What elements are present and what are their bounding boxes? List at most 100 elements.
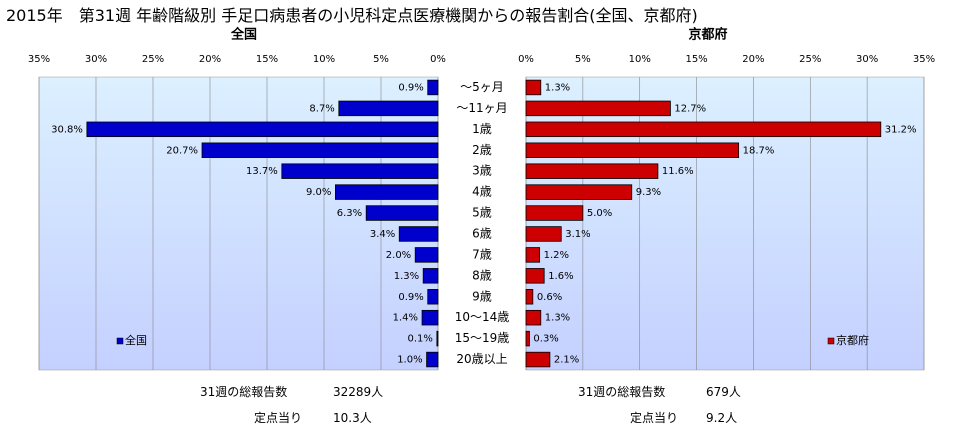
national-bar	[398, 226, 439, 242]
kyoto-tick-label: 10%	[629, 54, 651, 65]
national-total-value: 32289人	[333, 385, 384, 399]
kyoto-value-label: 1.3%	[545, 313, 570, 324]
national-tick-label: 5%	[373, 54, 389, 65]
kyoto-bar	[525, 330, 530, 347]
kyoto-tick-label: 15%	[685, 54, 707, 65]
national-bar	[427, 79, 439, 96]
kyoto-tick-label: 35%	[913, 54, 935, 65]
national-per-label: 定点当り	[254, 411, 303, 425]
kyoto-total-value: 679人	[706, 385, 741, 399]
kyoto-value-label: 31.2%	[885, 124, 917, 135]
national-bar	[86, 121, 439, 138]
kyoto-value-label: 0.6%	[537, 292, 562, 303]
kyoto-tick-label: 5%	[575, 54, 591, 65]
kyoto-value-label: 1.3%	[545, 82, 570, 93]
national-bar	[334, 184, 439, 200]
kyoto-value-label: 3.1%	[565, 229, 590, 240]
kyoto-value-label: 11.6%	[662, 166, 694, 177]
national-value-label: 0.9%	[398, 292, 423, 303]
national-value-label: 8.7%	[309, 103, 334, 114]
national-value-label: 3.4%	[370, 229, 395, 240]
kyoto-bar	[525, 79, 542, 96]
category-label: 6歳	[472, 226, 492, 240]
kyoto-tick-label: 25%	[799, 54, 821, 65]
national-legend-swatch	[116, 337, 124, 345]
kyoto-tick-label: 0%	[518, 54, 534, 65]
kyoto-bar	[525, 205, 584, 221]
category-label: 8歳	[472, 268, 492, 282]
category-label: 15～19歳	[455, 331, 510, 345]
national-bar	[421, 309, 439, 326]
kyoto-bar	[525, 309, 542, 326]
kyoto-legend-label: 京都府	[836, 333, 869, 347]
category-label: 4歳	[472, 185, 492, 199]
kyoto-panel-title: 京都府	[688, 27, 727, 43]
national-tick-label: 20%	[199, 54, 221, 65]
kyoto-per-value: 9.2人	[706, 411, 738, 425]
national-bar	[281, 163, 439, 179]
kyoto-bar	[525, 184, 633, 200]
national-tick-label: 10%	[313, 54, 335, 65]
category-label: 7歳	[472, 247, 492, 261]
category-label: 5歳	[472, 206, 492, 220]
kyoto-per-label: 定点当り	[630, 411, 679, 425]
kyoto-value-label: 18.7%	[743, 145, 775, 156]
kyoto-plot-area	[525, 76, 925, 371]
national-tick-label: 0%	[430, 54, 446, 65]
kyoto-value-label: 5.0%	[587, 208, 612, 219]
kyoto-tick-label: 30%	[856, 54, 878, 65]
kyoto-legend-swatch	[827, 337, 835, 345]
kyoto-value-label: 9.3%	[636, 187, 661, 198]
kyoto-total-label: 31週の総報告数	[578, 385, 666, 399]
national-value-label: 13.7%	[246, 166, 278, 177]
kyoto-bar	[525, 351, 551, 368]
national-bar	[426, 351, 439, 368]
national-value-label: 30.8%	[51, 124, 83, 135]
national-value-label: 1.0%	[397, 355, 422, 366]
national-total-label: 31週の総報告数	[200, 385, 288, 399]
national-value-label: 1.4%	[393, 313, 418, 324]
national-value-label: 2.0%	[386, 250, 411, 261]
national-bar	[414, 247, 439, 263]
national-bar	[436, 330, 439, 347]
category-label: 20歳以上	[456, 352, 507, 366]
category-label: ～11ヶ月	[456, 101, 507, 115]
national-legend-label: 全国	[125, 333, 147, 347]
kyoto-value-label: 12.7%	[674, 103, 706, 114]
kyoto-value-label: 1.6%	[548, 271, 573, 282]
national-bar	[201, 142, 439, 158]
national-plot-area	[38, 76, 439, 371]
kyoto-bar	[525, 247, 541, 263]
national-tick-label: 35%	[28, 54, 50, 65]
national-panel-title: 全国	[230, 27, 257, 43]
kyoto-bar	[525, 226, 562, 242]
kyoto-tick-label: 20%	[742, 54, 764, 65]
national-value-label: 9.0%	[306, 187, 331, 198]
national-bar	[365, 205, 439, 221]
category-label: 2歳	[472, 143, 492, 157]
national-value-label: 0.1%	[407, 334, 432, 345]
kyoto-bar	[525, 142, 740, 158]
national-tick-label: 30%	[85, 54, 107, 65]
national-value-label: 20.7%	[166, 145, 198, 156]
category-label: 9歳	[472, 289, 492, 303]
category-label: 10～14歳	[455, 310, 510, 324]
category-label: ～5ヶ月	[460, 80, 504, 94]
category-label: 1歳	[472, 122, 492, 136]
kyoto-value-label: 2.1%	[554, 355, 579, 366]
national-bar	[422, 268, 439, 284]
kyoto-bar	[525, 100, 671, 117]
national-bar	[338, 100, 439, 117]
kyoto-bar	[525, 163, 659, 179]
chart-title: 2015年 第31週 年齢階級別 手足口病患者の小児科定点医療機関からの報告割合…	[6, 6, 698, 25]
category-label: 3歳	[472, 164, 492, 178]
kyoto-bar	[525, 289, 534, 305]
national-tick-label: 25%	[142, 54, 164, 65]
national-value-label: 1.3%	[394, 271, 419, 282]
national-value-label: 6.3%	[337, 208, 362, 219]
national-bar	[427, 289, 439, 305]
national-tick-label: 15%	[256, 54, 278, 65]
kyoto-bar	[525, 268, 545, 284]
